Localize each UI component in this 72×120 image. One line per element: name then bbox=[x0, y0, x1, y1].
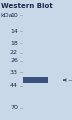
Text: 14: 14 bbox=[10, 29, 18, 34]
Text: 22: 22 bbox=[10, 50, 18, 55]
Text: kDa: kDa bbox=[1, 13, 13, 18]
Text: 26: 26 bbox=[10, 58, 18, 63]
Text: 10: 10 bbox=[10, 13, 18, 18]
Text: 33: 33 bbox=[10, 70, 18, 75]
Text: Western Blot: Western Blot bbox=[1, 3, 52, 9]
Text: 44: 44 bbox=[10, 83, 18, 88]
Text: ~39kDa: ~39kDa bbox=[67, 78, 72, 83]
Text: 18: 18 bbox=[10, 41, 18, 46]
Text: 70: 70 bbox=[10, 105, 18, 111]
